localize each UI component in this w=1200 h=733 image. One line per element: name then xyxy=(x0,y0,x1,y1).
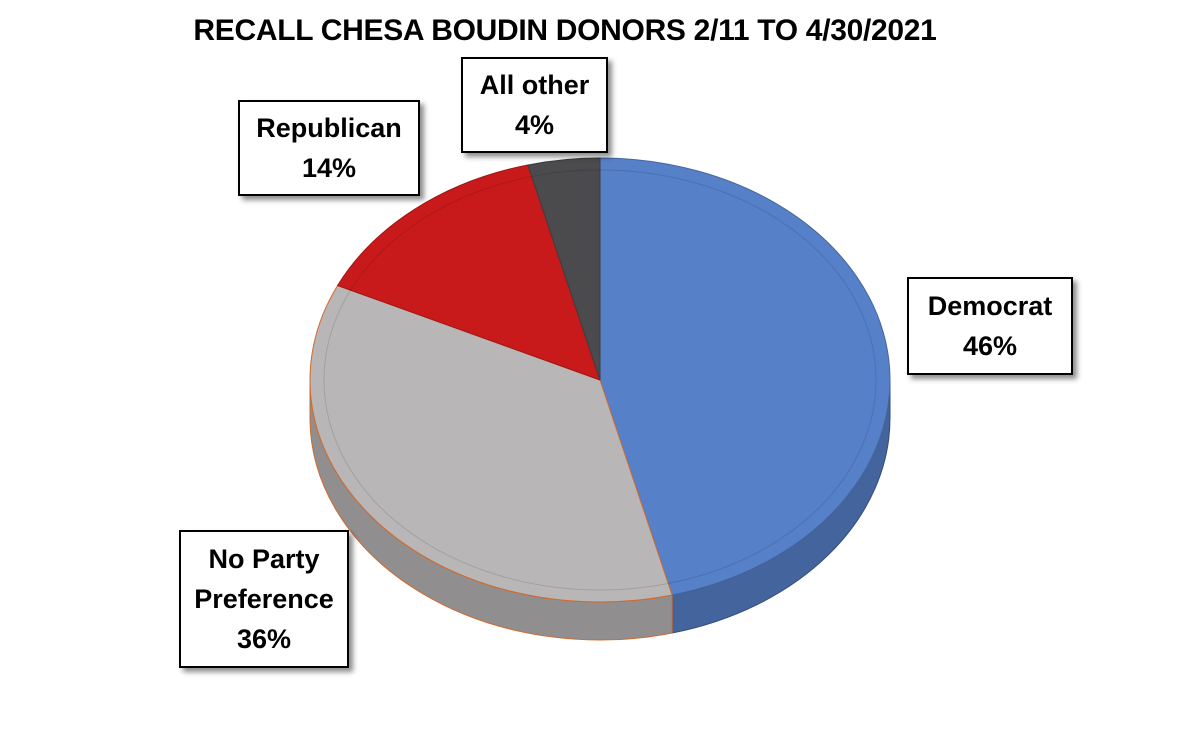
pie-tops xyxy=(309,157,891,603)
chart-title: RECALL CHESA BOUDIN DONORS 2/11 TO 4/30/… xyxy=(193,14,937,47)
callout-all-other: All other 4% xyxy=(461,57,608,153)
pie-slice-democrat xyxy=(599,157,891,596)
pie-bevel-ring xyxy=(323,169,877,591)
callout-label-no-party-line1: No Party xyxy=(208,544,320,574)
callout-democrat: Democrat 46% xyxy=(907,277,1073,375)
callout-label-democrat: Democrat xyxy=(927,291,1053,321)
callout-no-party-preference: No Party Preference 36% xyxy=(179,530,349,668)
pie-slice-no-party-preference xyxy=(309,284,673,603)
callout-republican: Republican 14% xyxy=(238,100,420,196)
pie-slice-all-other xyxy=(527,157,601,381)
callout-value-republican: 14% xyxy=(301,153,357,183)
callout-value-no-party: 36% xyxy=(236,624,292,654)
callout-label-no-party-line2: Preference xyxy=(194,584,334,614)
callout-value-democrat: 46% xyxy=(962,331,1018,361)
callout-value-all-other: 4% xyxy=(514,110,555,140)
callout-label-republican: Republican xyxy=(256,113,402,143)
pie-slice-republican xyxy=(337,164,601,381)
callout-label-all-other: All other xyxy=(479,70,590,100)
